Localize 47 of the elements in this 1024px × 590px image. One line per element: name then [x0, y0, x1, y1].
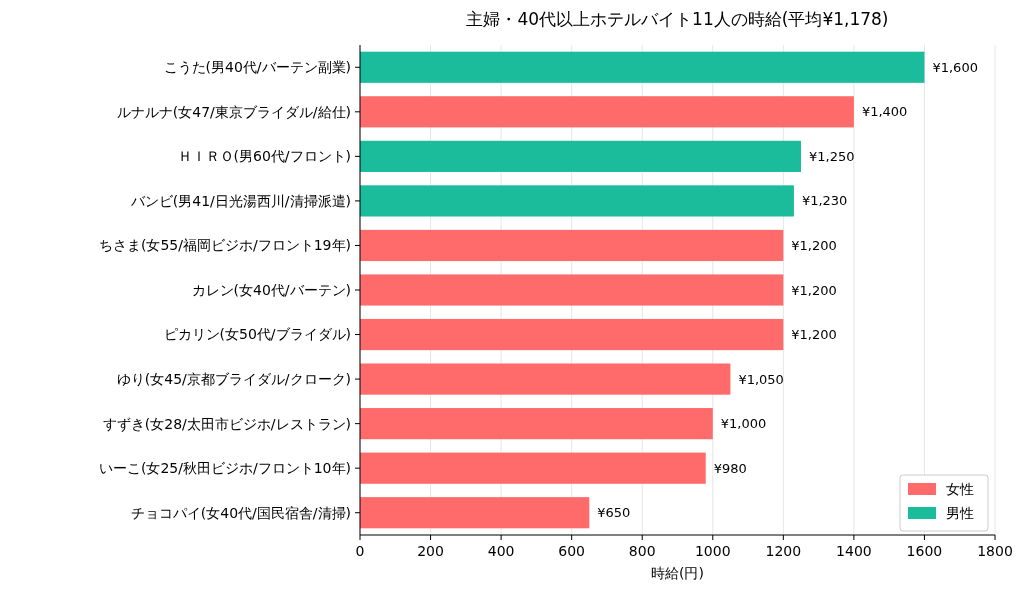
- data-label: ¥980: [713, 460, 747, 476]
- x-tick-label: 1600: [906, 543, 943, 559]
- data-label: ¥1,000: [720, 416, 767, 432]
- y-tick-label: ちさま(女55/福岡ビジホ/フロント19年): [99, 237, 351, 254]
- y-tick-label: ゆり(女45/京都ブライダル/クローク): [116, 370, 351, 387]
- data-label: ¥1,400: [861, 104, 908, 120]
- data-label: ¥1,050: [738, 371, 784, 387]
- bar: [360, 452, 706, 484]
- y-tick-label: いーこ(女25/秋田ビジホ/フロント10年): [99, 460, 351, 477]
- bar: [360, 185, 794, 217]
- data-label: ¥1,250: [808, 148, 855, 164]
- bar: [360, 318, 784, 351]
- x-tick-label: 0: [355, 543, 365, 559]
- data-label: ¥650: [597, 505, 631, 521]
- x-tick-label: 400: [487, 543, 515, 559]
- legend-label: 女性: [946, 480, 974, 497]
- bar: [360, 96, 854, 128]
- y-tick-label: ルナルナ(女47/東京ブライダル/給仕): [116, 103, 351, 120]
- x-axis-title: 時給(円): [651, 565, 704, 581]
- bar: [360, 497, 590, 529]
- bar: [360, 274, 784, 306]
- legend-label: 男性: [946, 504, 974, 521]
- y-tick-label: こうた(男40代/バーテン副業): [163, 59, 351, 76]
- x-tick-label: 1400: [836, 543, 872, 559]
- bar: [360, 363, 731, 395]
- x-tick-label: 600: [558, 543, 586, 559]
- bar: [360, 408, 713, 440]
- y-tick-label: バンビ(男41/日光湯西川/清掃派遣): [129, 192, 351, 209]
- chart-title: 主婦・40代以上ホテルバイト11人の時給(平均¥1,178): [466, 9, 889, 29]
- bar: [360, 51, 925, 83]
- y-tick-label: すずき(女28/太田市ビジホ/レストラン): [102, 415, 351, 432]
- x-tick-label: 200: [417, 543, 444, 559]
- data-label: ¥1,230: [801, 193, 848, 209]
- data-label: ¥1,200: [791, 238, 837, 253]
- bar: [360, 229, 784, 262]
- data-label: ¥1,200: [791, 327, 837, 343]
- bar: [360, 140, 801, 172]
- y-tick-label: ピカリン(女50代/ブライダル): [163, 326, 351, 343]
- x-tick-label: 800: [628, 543, 656, 559]
- data-label: ¥1,200: [791, 282, 837, 298]
- y-tick-label: ＨＩＲＯ(男60代/フロント): [177, 148, 351, 165]
- y-tick-label: チョコパイ(女40代/国民宿舎/清掃): [130, 504, 351, 521]
- y-tick-label: カレン(女40代/バーテン): [191, 281, 351, 298]
- x-tick-label: 1200: [765, 543, 802, 559]
- data-label: ¥1,600: [932, 59, 978, 75]
- x-tick-label: 1000: [694, 543, 731, 559]
- x-tick-label: 1800: [977, 543, 1013, 559]
